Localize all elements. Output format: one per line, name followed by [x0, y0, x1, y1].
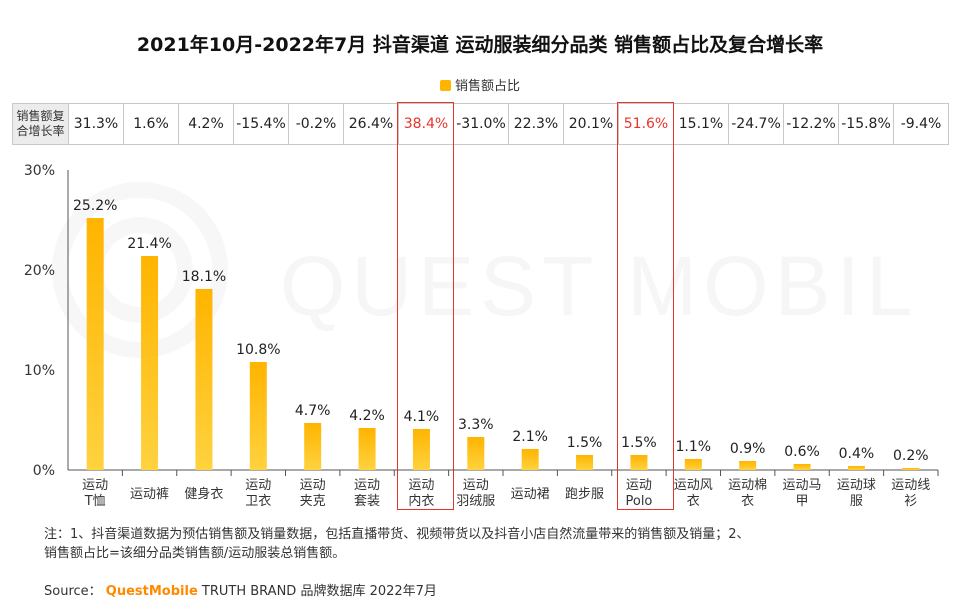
category-label: 衫 — [904, 494, 917, 509]
legend: 销售额占比 — [0, 75, 960, 94]
y-tick-label: 20% — [24, 263, 55, 279]
category-label: 运动马 — [783, 478, 822, 493]
category-label: 运动裤 — [130, 487, 169, 502]
bar — [576, 455, 594, 470]
bar — [412, 429, 430, 470]
category-label: 卫衣 — [245, 493, 271, 509]
data-label: 21.4% — [127, 236, 171, 252]
category-label: 夹克 — [300, 494, 326, 509]
data-label: 0.2% — [893, 448, 929, 464]
data-label: 0.4% — [839, 446, 875, 462]
data-label: 1.5% — [567, 435, 603, 451]
growth-rate-cell: -12.2% — [783, 103, 839, 145]
source-suffix: TRUTH BRAND 品牌数据库 2022年7月 — [201, 584, 437, 599]
data-label: 18.1% — [182, 269, 226, 285]
growth-header-line1: 销售额复 — [16, 109, 65, 123]
category-label: 运动风 — [674, 478, 713, 493]
growth-header-line2: 合增长率 — [16, 124, 65, 138]
category-label: 服 — [850, 494, 863, 509]
bar — [521, 449, 539, 470]
highlight-box — [397, 102, 454, 510]
data-label: 25.2% — [73, 198, 117, 214]
y-tick-label: 30% — [24, 163, 55, 179]
bar-chart: 0%10%20%30%25.2%运动T恤21.4%运动裤18.1%健身衣10.8… — [24, 163, 939, 509]
bar — [684, 459, 702, 470]
growth-rate-cell: -15.4% — [233, 103, 289, 145]
footnote-line1: 注：1、抖音渠道数据为预估销售额及销量数据，包括直播带货、视频带货以及抖音小店自… — [44, 527, 750, 542]
source-brand: QuestMobile — [105, 584, 198, 599]
growth-rate-table: 销售额复 合增长率 31.3% 1.6% 4.2% -15.4% -0.2% 26.4% 3… — [12, 103, 949, 145]
growth-rate-cell: 4.2% — [178, 103, 234, 145]
bar — [358, 428, 376, 470]
category-label: 甲 — [796, 494, 809, 509]
category-label: 套装 — [354, 493, 380, 509]
bar — [86, 218, 104, 470]
category-label: 运动裙 — [511, 487, 550, 502]
category-label: 运动 — [245, 478, 271, 493]
growth-rate-cell: 1.6% — [123, 103, 179, 145]
data-label: 10.8% — [236, 342, 280, 358]
bar — [249, 362, 267, 470]
category-label: Polo — [625, 494, 652, 509]
bar — [195, 289, 213, 470]
category-label: 运动 — [354, 478, 380, 493]
bar — [793, 464, 811, 470]
category-label: 运动 — [463, 478, 489, 493]
chart-title: 2021年10月-2022年7月 抖音渠道 运动服装细分品类 销售额占比及复合增… — [136, 34, 824, 56]
growth-rate-cell: 31.3% — [68, 103, 124, 145]
category-label: 衣 — [741, 493, 754, 509]
bar — [630, 455, 648, 470]
growth-rate-cell: 22.3% — [508, 103, 564, 145]
data-label: 1.5% — [621, 435, 657, 451]
category-label: 运动 — [300, 478, 326, 493]
data-label: 3.3% — [458, 417, 494, 433]
bar — [902, 468, 920, 470]
bar — [467, 437, 485, 470]
growth-rate-cell: 51.6% — [618, 103, 674, 145]
category-label: 运动球 — [837, 478, 876, 493]
growth-rate-header: 销售额复 合增长率 — [12, 103, 69, 145]
category-label: 运动 — [408, 478, 434, 493]
data-label: 4.7% — [295, 403, 331, 419]
category-label: 健身衣 — [184, 486, 223, 502]
data-label: 2.1% — [512, 429, 548, 445]
legend-label: 销售额占比 — [454, 79, 520, 94]
category-label: 衣 — [687, 493, 700, 509]
y-tick-label: 0% — [33, 463, 55, 479]
watermark-text: QUEST MOBILE — [280, 239, 920, 333]
category-label: 跑步服 — [565, 487, 604, 502]
category-label: 运动 — [82, 478, 108, 493]
growth-rate-cell: -0.2% — [288, 103, 344, 145]
y-tick-label: 10% — [24, 363, 55, 379]
category-label: T恤 — [84, 494, 106, 509]
category-label: 内衣 — [408, 493, 434, 509]
growth-rate-cell: -24.7% — [728, 103, 784, 145]
highlight-box — [617, 102, 674, 510]
data-label: 4.2% — [349, 408, 385, 424]
source-line: Source： QuestMobile TRUTH BRAND 品牌数据库 20… — [44, 580, 437, 599]
category-label: 运动线 — [891, 478, 930, 493]
source-prefix: Source： — [44, 584, 102, 599]
growth-rate-row: 销售额复 合增长率 31.3% 1.6% 4.2% -15.4% -0.2% 26.4% 3… — [12, 103, 949, 145]
legend-swatch — [439, 80, 451, 91]
bar — [847, 466, 865, 470]
bar — [739, 461, 757, 470]
data-label: 1.1% — [676, 439, 712, 455]
growth-rate-cell: 38.4% — [398, 103, 454, 145]
footnote-line2: 销售额占比=该细分品类销售额/运动服装总销售额。 — [44, 546, 346, 561]
data-label: 0.6% — [784, 444, 820, 460]
growth-rate-cell: 15.1% — [673, 103, 729, 145]
bar — [304, 423, 322, 470]
bar — [141, 256, 159, 470]
data-label: 4.1% — [404, 409, 440, 425]
category-label: 羽绒服 — [456, 494, 495, 509]
data-label: 0.9% — [730, 441, 766, 457]
category-label: 运动 — [626, 478, 652, 493]
growth-rate-cell: -31.0% — [453, 103, 509, 145]
growth-rate-cell: -9.4% — [893, 103, 949, 145]
category-label: 运动棉 — [728, 478, 767, 493]
footnote: 注：1、抖音渠道数据为预估销售额及销量数据，包括直播带货、视频带货以及抖音小店自… — [44, 525, 924, 563]
